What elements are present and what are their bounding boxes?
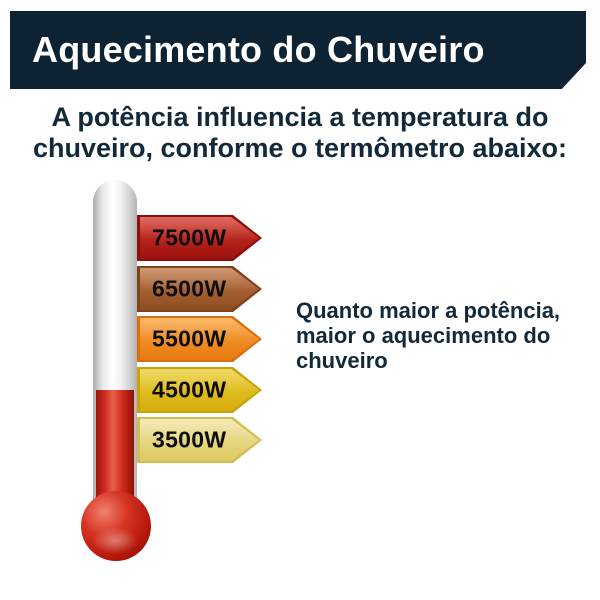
power-label: 6500W [152,275,227,302]
power-label: 7500W [152,224,227,251]
note-line-2: maior o aquecimento do [296,323,551,348]
header-banner: Aquecimento do Chuveiro [10,11,586,89]
subtitle-line-2: chuveiro, conforme o termômetro abaixo: [32,133,568,163]
power-label: 3500W [152,426,227,453]
arrow-fill [140,369,259,411]
page-title: Aquecimento do Chuveiro [32,29,485,70]
subtitle-line-1: A potência influencia a temperatura do [51,102,549,132]
note-line-1: Quanto maior a potência, [296,298,561,323]
arrow-fill [140,419,259,461]
note-line-3: chuveiro [296,348,388,373]
subtitle: A potência influencia a temperatura do c… [0,102,600,164]
power-arrow-3500w: 3500W [137,417,262,463]
arrow-fill [140,217,259,259]
power-label: 4500W [152,376,227,403]
thermometer-bulb [81,491,151,561]
note-text: Quanto maior a potência, maior o aquecim… [296,298,586,373]
power-arrow-6500w: 6500W [137,266,262,312]
mercury-column [96,390,134,512]
power-arrow-5500w: 5500W [137,316,262,362]
arrow-fill [140,268,259,310]
power-arrow-4500w: 4500W [137,367,262,413]
power-arrow-7500w: 7500W [137,215,262,261]
power-label: 5500W [152,325,227,352]
arrow-fill [140,318,259,360]
